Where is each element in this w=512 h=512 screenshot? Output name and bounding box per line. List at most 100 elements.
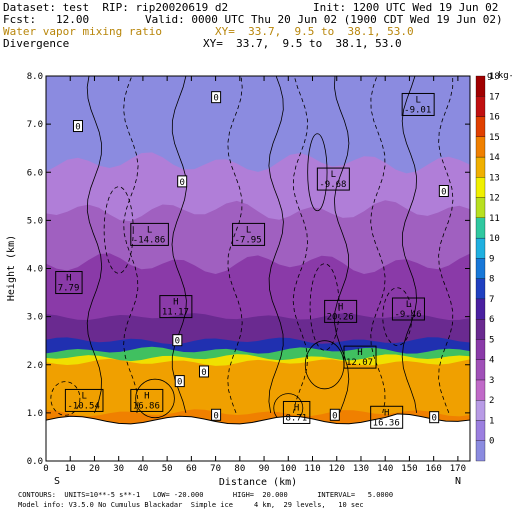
extremum-kind: H (144, 391, 149, 401)
extremum-box (324, 299, 358, 323)
colorbar-tick-label: 15 (489, 133, 500, 143)
extrema-labels: L-9.01L-9.68L-14.86L-7.95H7.79H11.17H20.… (55, 91, 449, 429)
zero-label: 0 (177, 378, 182, 388)
colorbar-tick-label: 8 (489, 275, 494, 285)
colorbar-tick-label: 17 (489, 92, 500, 102)
colorbar-swatch (475, 217, 486, 239)
y-tick-label: 5.0 (27, 216, 43, 226)
extremum-box (130, 388, 164, 412)
y-tick-label: 8.0 (27, 72, 43, 82)
extremum-kind: L (415, 95, 420, 105)
colorbar-tick-label: 2 (489, 396, 494, 406)
colorbar-swatch (475, 197, 486, 218)
extremum-kind: L (406, 300, 411, 310)
extremum-kind: H (357, 348, 362, 358)
y-tick-label: 7.0 (27, 120, 43, 130)
x-tick-label: 20 (89, 464, 100, 474)
zero-label: 0 (332, 411, 337, 421)
colorbar-tick-label: 3 (489, 376, 494, 386)
zero-box (72, 120, 83, 133)
extremum-value: 16.36 (373, 418, 400, 428)
zero-label: 0 (179, 178, 184, 188)
x-tick-label: 0 (43, 464, 48, 474)
zero-box (211, 91, 222, 104)
x-tick-label: 130 (353, 464, 369, 474)
extremum-kind: H (173, 298, 178, 308)
colorbar-tick-label: 13 (489, 173, 500, 183)
colorbar-tick-label: 5 (489, 335, 494, 345)
extremum-kind: H (294, 403, 299, 413)
contour-ellipse (135, 378, 175, 419)
zero-box (429, 411, 440, 424)
zero-box (172, 334, 183, 347)
extremum-value: -9.01 (404, 105, 431, 115)
extremum-value: 12.07 (346, 358, 373, 368)
divergence-contours (50, 75, 454, 423)
contour-ellipse (50, 381, 81, 416)
north-label: N (455, 476, 461, 487)
contour-line (401, 75, 418, 413)
y-tick-label: 6.0 (27, 168, 43, 178)
colorbar-tick-label: 16 (489, 113, 500, 123)
extremum-value: -9.46 (394, 310, 421, 320)
terrain (45, 413, 471, 462)
contour-line (171, 75, 187, 413)
zero-box (329, 408, 340, 421)
forecast-hour-label: Fcst: 12.00 (3, 13, 90, 26)
contour-line (268, 75, 284, 413)
extremum-kind: H (338, 302, 343, 312)
zero-box (177, 175, 188, 188)
x-tick-label: 140 (377, 464, 393, 474)
colorbar-swatch (475, 339, 486, 360)
x-tick-label: 80 (234, 464, 245, 474)
colorbar-swatch (475, 278, 486, 300)
contour-info: CONTOURS: UNITS=10**-5 s**-1 LOW= -20.00… (18, 491, 394, 499)
zero-box (211, 408, 222, 421)
extremum-value: 16.86 (133, 401, 160, 411)
contour-line (333, 75, 350, 414)
colorbar-swatch (475, 400, 486, 421)
layer-0-1 (46, 76, 470, 174)
colorbar-tick-label: 14 (489, 153, 500, 163)
extremum-kind: H (384, 408, 389, 418)
colorbar-swatch (475, 177, 486, 198)
colorbar-tick-label: 1 (489, 416, 494, 426)
extremum-kind: L (246, 225, 251, 235)
extremum-kind: L (147, 225, 152, 235)
zero-box (174, 375, 185, 388)
extremum-kind: H (66, 274, 71, 284)
colorbar-tick-label: 6 (489, 315, 494, 325)
x-axis-title: Distance (km) (219, 477, 297, 488)
x-tick-label: 170 (450, 464, 466, 474)
init-time-label: Init: 1200 UTC Wed 19 Jun 02 (313, 1, 499, 14)
extremum-value: 20.26 (327, 312, 354, 322)
field1-name: Water vapor mixing ratio (3, 25, 162, 38)
extremum-kind: L (81, 391, 86, 401)
extremum-value: -9.68 (319, 180, 346, 190)
colorbar-tick-label: 12 (489, 194, 500, 204)
zero-label: 0 (441, 188, 446, 198)
extremum-box (401, 92, 435, 116)
field2-xy: XY= 33.7, 9.5 to 38.1, 53.0 (203, 37, 402, 50)
colorbar-swatch (475, 440, 486, 462)
x-tick-label: 60 (186, 464, 197, 474)
axes: 0 10 20 30 40 50 60 70 80 90 100 110 120 130 140 150 160… (27, 72, 470, 474)
y-tick-label: 3.0 (27, 313, 43, 323)
colorbar-tick-label: 4 (489, 356, 494, 366)
colorbar-unit: g kg-1 (487, 71, 512, 81)
extremum-box (64, 388, 104, 412)
contour-ellipse (307, 133, 328, 212)
extremum-box (159, 295, 193, 319)
south-label: S (54, 476, 60, 487)
colorbar-swatch (475, 420, 486, 441)
x-tick-label: 30 (113, 464, 124, 474)
zero-label: 0 (75, 123, 80, 133)
colorbar-swatch (475, 319, 486, 340)
valid-time-label: Valid: 0000 UTC Thu 20 Jun 02 (1900 CDT … (145, 13, 503, 26)
extremum-value: -7.95 (235, 235, 262, 245)
colorbar-swatch (475, 237, 486, 259)
zero-box (438, 185, 449, 197)
colorbar-swatch (475, 379, 486, 401)
